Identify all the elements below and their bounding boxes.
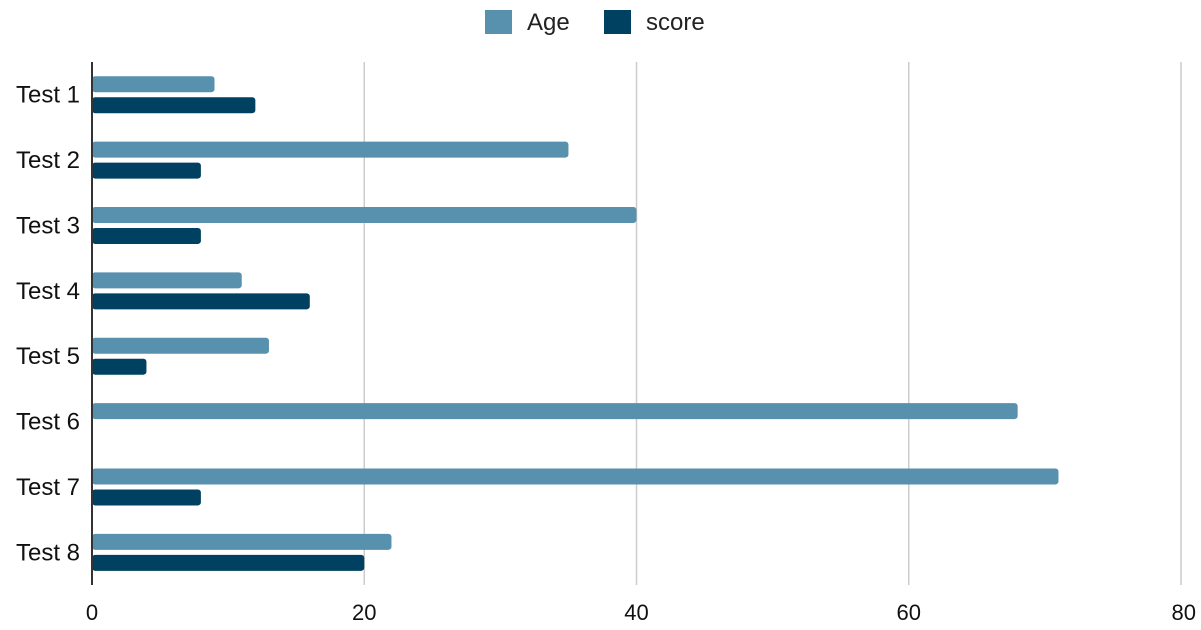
category-label: Test 3 bbox=[16, 212, 80, 239]
legend-swatch-score bbox=[604, 10, 631, 34]
category-label: Test 5 bbox=[16, 343, 80, 370]
category-label: Test 6 bbox=[16, 409, 80, 436]
bar-score-test-2 bbox=[92, 162, 201, 179]
bar-age-test-6 bbox=[92, 403, 1018, 420]
category-label: Test 8 bbox=[16, 539, 80, 566]
category-label: Test 2 bbox=[16, 147, 80, 174]
gridlines bbox=[363, 62, 1182, 585]
category-label: Test 4 bbox=[16, 278, 80, 305]
x-tick-label: 20 bbox=[352, 600, 376, 625]
x-tick-label: 40 bbox=[624, 600, 648, 625]
bar-age-test-3 bbox=[92, 206, 637, 223]
category-labels: Test 1 Test 2 Test 3 Test 4 Test 5 Test 6 Test… bbox=[16, 82, 80, 567]
bar-age-test-8 bbox=[92, 533, 392, 550]
bar-age-test-4 bbox=[92, 272, 242, 289]
category-label: Test 7 bbox=[16, 474, 80, 501]
x-tick-labels: 0 20 40 60 80 bbox=[86, 600, 1196, 625]
category-label: Test 1 bbox=[16, 82, 80, 109]
bar-score-test-4 bbox=[92, 293, 310, 310]
legend-swatch-age bbox=[485, 10, 512, 34]
bar-score-test-1 bbox=[92, 97, 256, 114]
bars bbox=[92, 76, 1059, 571]
x-tick-label: 80 bbox=[1172, 600, 1196, 625]
bar-score-test-7 bbox=[92, 489, 201, 506]
legend: Age score bbox=[485, 9, 705, 36]
bar-score-test-5 bbox=[92, 358, 147, 375]
legend-label-score: score bbox=[646, 9, 705, 36]
bar-score-test-3 bbox=[92, 227, 201, 244]
x-tick-label: 0 bbox=[86, 600, 98, 625]
x-tick-label: 60 bbox=[897, 600, 921, 625]
bar-age-test-5 bbox=[92, 337, 269, 354]
bar-score-test-8 bbox=[92, 554, 365, 571]
bar-age-test-1 bbox=[92, 76, 215, 93]
bar-age-test-7 bbox=[92, 468, 1059, 485]
bar-age-test-2 bbox=[92, 141, 569, 158]
legend-label-age: Age bbox=[527, 9, 570, 36]
